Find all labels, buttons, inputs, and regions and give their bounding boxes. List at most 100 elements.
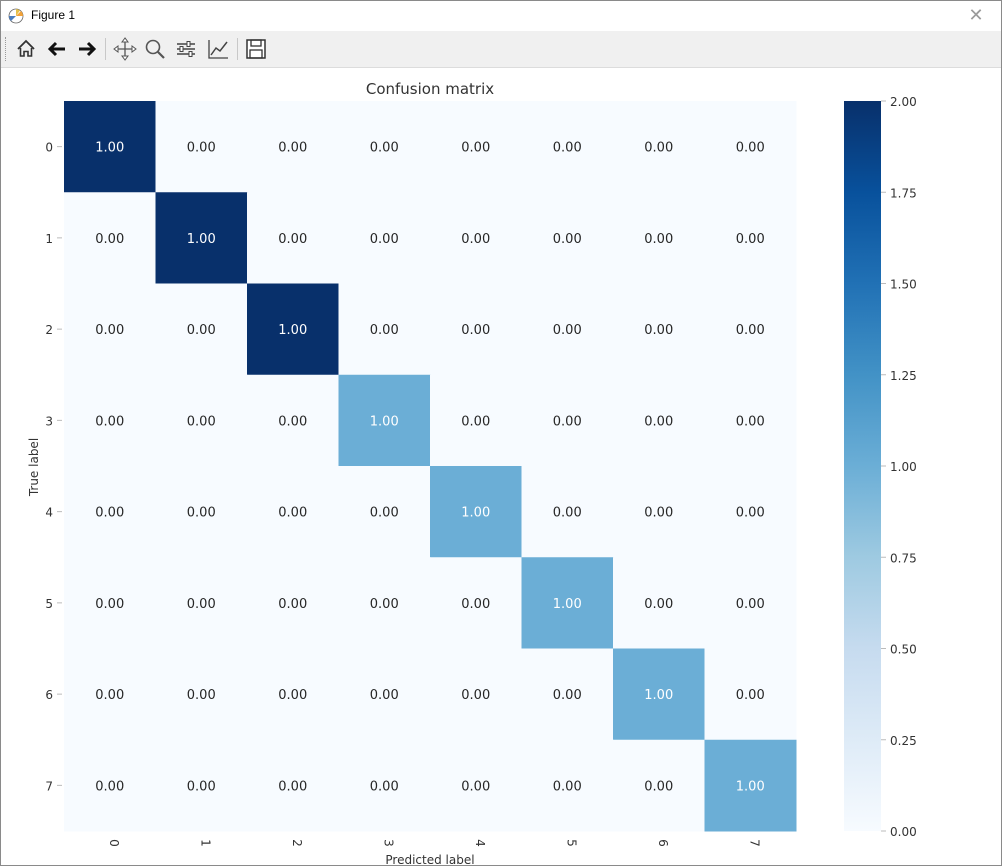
cell-annotation: 0.00 [278,141,307,156]
home-button[interactable] [13,36,39,62]
y-tick-label: 3 [45,414,53,428]
cell-annotation: 0.00 [553,323,582,338]
colorbar [844,101,881,831]
heatmap-cell [64,283,156,376]
toolbar-separator [105,38,106,60]
colorbar-tick-label: 1.75 [890,186,917,200]
toolbar-grip[interactable] [5,37,9,61]
cell-annotation: 0.00 [187,141,216,156]
y-tick-label: 2 [45,323,53,337]
heatmap-annotations: 1.00 0.00 0.00 0.00 0.00 0.00 0.00 0.00 0.00 1.00… [95,141,764,795]
cell-annotation: 0.00 [644,506,673,521]
back-button[interactable] [44,36,70,62]
cell-annotation: 0.00 [461,323,490,338]
cell-annotation: 0.00 [644,323,673,338]
heatmap-cell [247,648,339,741]
heatmap-cell [338,283,431,376]
save-button[interactable] [243,36,269,62]
cell-annotation: 0.00 [553,688,582,703]
cell-annotation: 0.00 [553,414,582,429]
cell-annotation: 0.00 [736,414,765,429]
heatmap-cell [338,557,431,649]
navigation-toolbar [1,31,1001,68]
heatmap-cell [155,466,248,558]
heatmap-cell [521,557,614,649]
cell-annotation: 0.00 [187,688,216,703]
move-icon [113,37,137,61]
cell-annotation: 0.00 [95,414,124,429]
cell-annotation: 1.00 [278,323,307,338]
confusion-matrix-chart: Confusion matrix 1.00 0.00 0.00 0.00 0.00 0.0… [27,80,917,865]
cell-annotation: 0.00 [370,141,399,156]
colorbar-tick-label: 1.00 [890,460,917,474]
cell-annotation: 1.00 [644,688,673,703]
cell-annotation: 0.00 [644,232,673,247]
heatmap-cell [521,466,614,558]
heatmap-cell [521,374,614,467]
cell-annotation: 1.00 [461,506,490,521]
heatmap-cells [64,101,797,832]
heatmap-cell [430,739,522,832]
cell-annotation: 0.00 [187,414,216,429]
cell-annotation: 0.00 [461,597,490,612]
heatmap-cell [704,739,797,832]
home-icon [17,39,35,57]
heatmap-cell [155,283,248,376]
colorbar-tick-label: 0.25 [890,734,917,748]
heatmap-cell [430,466,522,558]
x-tick-label: 7 [747,839,761,847]
heatmap-cell [247,466,339,558]
x-tick-label: 2 [290,839,304,847]
heatmap-cell [64,466,156,558]
x-tick-label: 0 [107,839,121,847]
heatmap-cell [430,192,522,284]
figure-canvas[interactable]: Confusion matrix 1.00 0.00 0.00 0.00 0.00 0.0… [1,68,1001,865]
pan-button[interactable] [112,36,138,62]
y-tick-label: 0 [45,141,53,155]
cell-annotation: 0.00 [278,414,307,429]
magnifier-icon [145,39,165,59]
colorbar-tick-label: 0.50 [890,643,917,657]
cell-annotation: 0.00 [461,414,490,429]
cell-annotation: 0.00 [278,506,307,521]
cell-annotation: 0.00 [370,506,399,521]
x-tick-label: 1 [198,839,212,847]
cell-annotation: 1.00 [187,232,216,247]
cell-annotation: 0.00 [553,779,582,794]
forward-button[interactable] [74,36,100,62]
subplots-button[interactable] [173,36,199,62]
y-tick-label: 7 [45,779,53,793]
heatmap-cell [338,466,431,558]
heatmap-cell [155,192,248,284]
heatmap-cell [338,648,431,741]
cell-annotation: 1.00 [736,779,765,794]
close-button[interactable]: ✕ [968,5,984,26]
cell-annotation: 0.00 [736,688,765,703]
heatmap-cell [613,557,705,649]
cell-annotation: 0.00 [644,597,673,612]
cell-annotation: 0.00 [95,597,124,612]
heatmap-cell [338,192,431,284]
zoom-button[interactable] [142,36,168,62]
heatmap-cell [64,101,156,193]
cell-annotation: 0.00 [736,597,765,612]
cell-annotation: 0.00 [644,779,673,794]
window-title: Figure 1 [31,8,76,22]
heatmap-cell [338,739,431,832]
x-tick-label: 4 [473,839,487,847]
cell-annotation: 0.00 [187,323,216,338]
edit-axes-button[interactable] [205,36,231,62]
heatmap-cell [247,739,339,832]
cell-annotation: 1.00 [95,141,124,156]
sliders-icon [177,41,195,57]
arrow-right-icon [79,41,97,57]
cell-annotation: 0.00 [278,232,307,247]
colorbar-tick-label: 1.50 [890,278,917,292]
cell-annotation: 0.00 [736,323,765,338]
heatmap-cell [613,192,705,284]
cell-annotation: 0.00 [736,232,765,247]
heatmap-cell [521,648,614,741]
heatmap-cell [521,192,614,284]
cell-annotation: 1.00 [553,597,582,612]
